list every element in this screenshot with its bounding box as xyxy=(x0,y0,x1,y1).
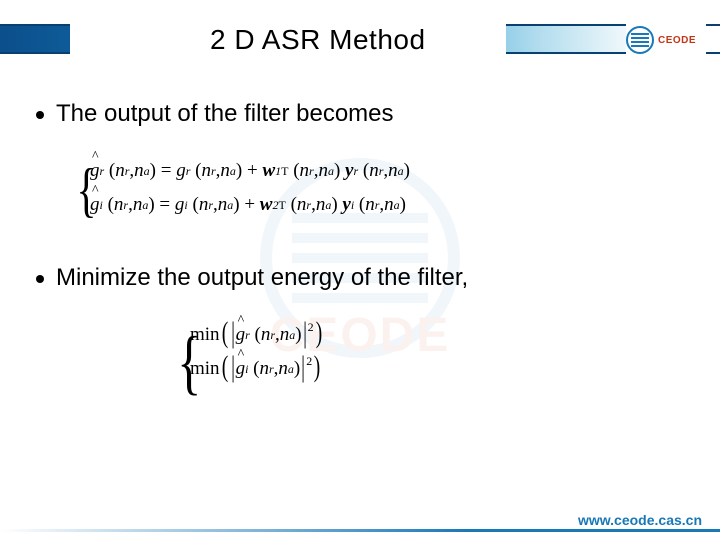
footer-divider xyxy=(0,529,720,532)
bullet-2-text: Minimize the output energy of the filter… xyxy=(56,264,468,292)
bullet-1: The output of the filter becomes xyxy=(30,100,690,128)
equation-2-line-2: min ( | gi (nr , na) |2 ) xyxy=(190,352,690,386)
left-brace-icon xyxy=(172,318,190,406)
logo-globe-icon xyxy=(626,26,654,54)
left-brace-icon xyxy=(72,154,90,226)
bullet-2: Minimize the output energy of the filter… xyxy=(30,264,690,292)
header: 2 D ASR Method CEODE xyxy=(0,18,720,62)
footer-url: www.ceode.cas.cn xyxy=(578,512,702,528)
bullet-dot-icon xyxy=(36,275,44,283)
equation-block-1: gr (nr , na) = gr (nr , na) + w1T (nr , … xyxy=(90,154,690,226)
content-area: The output of the filter becomes gr (nr … xyxy=(30,100,690,444)
page-title: 2 D ASR Method xyxy=(210,24,426,56)
logo: CEODE xyxy=(626,22,706,58)
title-box: 2 D ASR Method xyxy=(70,18,506,62)
equation-block-2: min ( | gr (nr , na) |2 ) min ( | gi (nr… xyxy=(190,318,690,406)
bullet-1-text: The output of the filter becomes xyxy=(56,100,394,128)
logo-text: CEODE xyxy=(658,35,696,46)
bullet-dot-icon xyxy=(36,111,44,119)
equation-1-line-1: gr (nr , na) = gr (nr , na) + w1T (nr , … xyxy=(90,154,690,188)
equation-2-line-1: min ( | gr (nr , na) |2 ) xyxy=(190,318,690,352)
equation-1-line-2: gi (nr , na) = gi (nr , na) + w2T (nr , … xyxy=(90,188,690,222)
